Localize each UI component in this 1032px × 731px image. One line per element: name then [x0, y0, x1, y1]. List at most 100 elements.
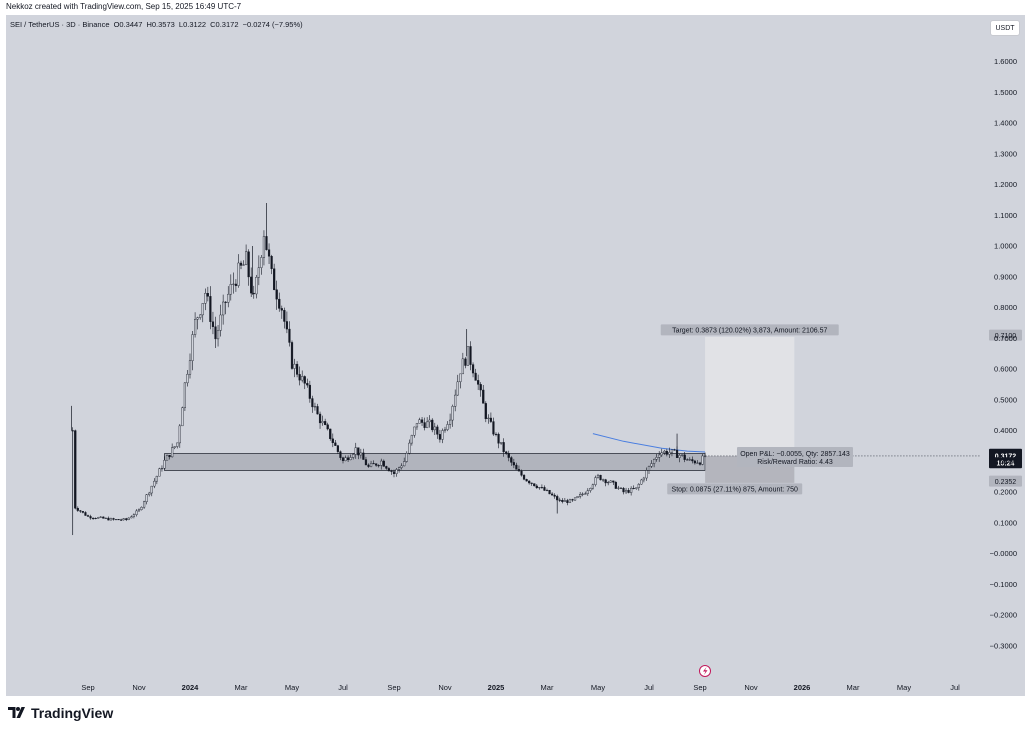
candle — [681, 454, 684, 457]
candle — [211, 311, 215, 335]
candle — [658, 451, 661, 462]
candle — [545, 488, 549, 492]
currency-button[interactable]: USDT — [990, 20, 1020, 36]
candle — [377, 464, 380, 468]
chart-area[interactable] — [6, 15, 1025, 696]
candle — [158, 467, 161, 477]
ohlc-high: H0.3573 — [146, 20, 175, 29]
candle — [535, 484, 538, 489]
candle — [94, 517, 97, 520]
candle — [262, 230, 266, 266]
candle — [581, 492, 584, 497]
candle — [492, 417, 495, 436]
candle — [122, 518, 125, 521]
candle — [349, 454, 352, 461]
x-tick-label: May — [591, 683, 605, 692]
candle — [204, 288, 207, 311]
candle — [367, 463, 370, 468]
x-tick-label: Mar — [541, 683, 554, 692]
lightning-icon[interactable] — [699, 665, 711, 677]
candle — [431, 418, 434, 433]
y-tick-label: 0.1000 — [994, 518, 1017, 527]
candle — [609, 480, 612, 483]
chart-credit: Nekkoz created with TradingView.com, Sep… — [6, 2, 242, 11]
candle — [415, 423, 419, 430]
candle — [104, 517, 107, 519]
candle — [489, 412, 492, 423]
candle — [201, 303, 204, 323]
candle — [372, 460, 375, 465]
candle — [640, 478, 643, 485]
candle — [308, 380, 311, 403]
candle — [678, 453, 681, 463]
target-zone[interactable] — [705, 336, 795, 456]
candle — [522, 473, 526, 481]
candle — [283, 307, 286, 329]
candle — [686, 458, 689, 461]
candle — [321, 415, 324, 426]
candle — [334, 440, 337, 446]
candle — [696, 460, 699, 464]
y-tick-label: 1.1000 — [994, 211, 1017, 220]
candle — [405, 451, 408, 463]
candle — [650, 460, 653, 469]
y-tick-label: 0.4000 — [994, 426, 1017, 435]
candle — [196, 316, 199, 330]
price-axis-label: 0.7100 — [989, 329, 1022, 341]
ohlc-close: C0.3172 — [210, 20, 239, 29]
candle — [273, 263, 276, 291]
candle — [188, 353, 192, 379]
candle — [130, 515, 133, 519]
candle — [216, 325, 220, 347]
candle — [369, 460, 373, 468]
candle — [114, 519, 118, 521]
candle — [97, 516, 100, 519]
candle — [352, 452, 355, 460]
support-zone[interactable] — [164, 453, 706, 471]
candle — [357, 447, 360, 460]
candle — [285, 311, 288, 334]
candle — [423, 417, 426, 431]
candle — [479, 382, 482, 397]
candle — [293, 358, 296, 378]
candle — [227, 286, 230, 308]
x-tick-label: Nov — [744, 683, 758, 692]
candle — [573, 497, 577, 501]
x-tick-label: 2025 — [488, 683, 505, 692]
candle — [354, 442, 357, 459]
candle — [691, 456, 694, 464]
candle — [553, 493, 556, 499]
candle — [571, 498, 574, 502]
x-tick-label: Nov — [438, 683, 452, 692]
candle — [329, 428, 332, 441]
candle — [512, 458, 515, 469]
candle — [275, 280, 278, 310]
candle — [548, 489, 551, 495]
y-tick-label: 1.2000 — [994, 180, 1017, 189]
candle — [482, 384, 485, 404]
candle — [591, 483, 594, 490]
candle — [670, 449, 674, 457]
candle — [673, 448, 676, 451]
candle — [298, 366, 301, 386]
candle — [635, 487, 638, 490]
y-tick-label: 0.7000 — [994, 334, 1017, 343]
x-tick-label: Sep — [693, 683, 706, 692]
candle — [311, 395, 314, 413]
candle — [84, 511, 87, 516]
candle — [624, 487, 628, 495]
candle — [471, 362, 475, 378]
candle — [206, 286, 209, 302]
candle — [326, 422, 329, 431]
candle — [267, 243, 271, 265]
candle — [693, 459, 696, 465]
svg-text:Risk/Reward Ratio: 4.43: Risk/Reward Ratio: 4.43 — [757, 459, 833, 466]
ohlc-change: −0.0274 (−7.95%) — [242, 20, 303, 29]
candle — [520, 469, 523, 477]
candle — [443, 426, 447, 433]
candle — [255, 274, 258, 299]
candle — [446, 421, 449, 432]
candle — [232, 272, 235, 294]
price-axis-label: 10:24 — [989, 457, 1022, 469]
